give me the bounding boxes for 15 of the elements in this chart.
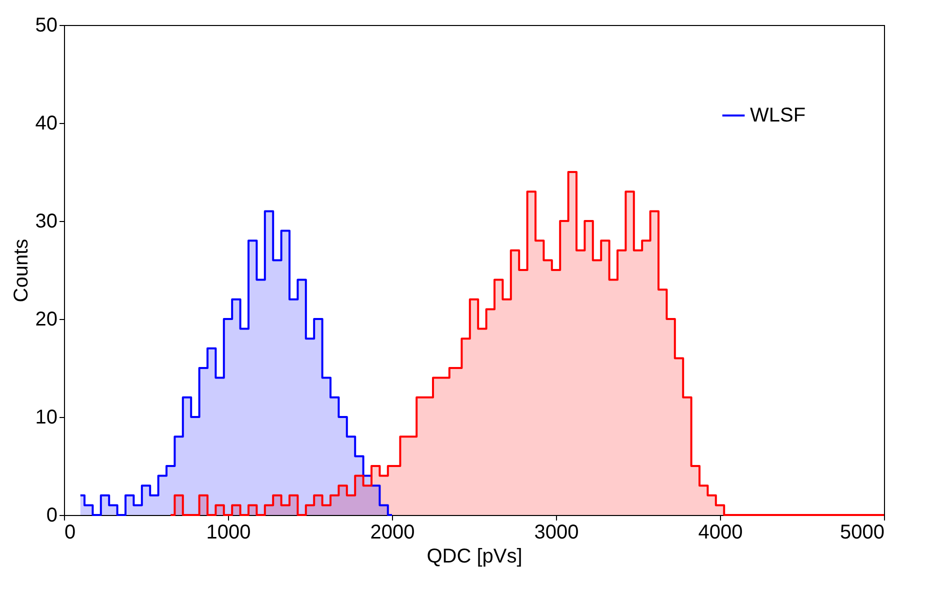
x-tick-label: 1000 xyxy=(206,522,251,544)
x-tick-label: 4000 xyxy=(698,522,743,544)
y-tick-label: 40 xyxy=(35,112,58,134)
y-tick-label: 0 xyxy=(46,504,58,526)
y-tick-label: 20 xyxy=(35,308,58,330)
y-tick-label: 10 xyxy=(35,406,58,428)
x-tick-label: 3000 xyxy=(534,522,579,544)
x-tick-label: 0 xyxy=(64,522,76,544)
y-tick-label: 30 xyxy=(35,210,58,232)
y-axis-title: Counts xyxy=(10,238,32,302)
y-tick-label: 50 xyxy=(35,14,58,36)
x-axis-title: QDC [pVs] xyxy=(426,546,522,568)
x-tick-label: 2000 xyxy=(370,522,415,544)
x-tick-label: 5000 xyxy=(840,522,884,544)
legend-label: WLSF xyxy=(750,104,806,126)
